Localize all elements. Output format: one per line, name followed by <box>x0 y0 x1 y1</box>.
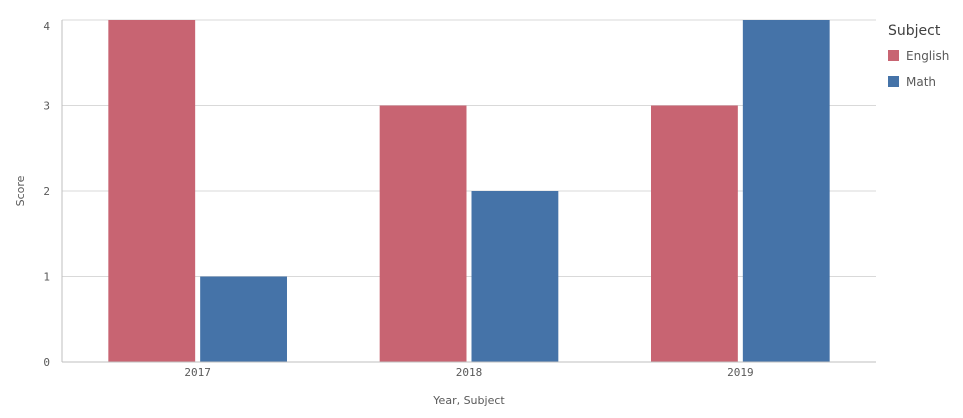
bar-english-2019[interactable] <box>651 105 738 363</box>
bar-english-2018[interactable] <box>379 105 467 363</box>
y-tick-label: 2 <box>43 185 50 198</box>
bar-english-2017[interactable] <box>108 20 196 362</box>
x-tick-label: 2018 <box>456 366 483 379</box>
y-tick-labels: 0 1 2 3 4 <box>43 20 50 369</box>
x-axis-title: Year, Subject <box>432 394 505 407</box>
x-tick-label: 2019 <box>727 366 754 379</box>
legend-swatch-english <box>888 50 899 61</box>
gridlines <box>62 19 876 277</box>
legend-items: English Math <box>888 49 949 89</box>
legend[interactable]: Subject English Math <box>888 23 949 89</box>
x-tick-label: 2017 <box>184 366 211 379</box>
bar-math-2018[interactable] <box>471 191 559 362</box>
legend-swatch-math <box>888 76 899 87</box>
legend-label-english[interactable]: English <box>906 49 949 63</box>
y-tick-label: 0 <box>43 356 50 369</box>
bars <box>108 20 830 363</box>
bar-math-2019[interactable] <box>742 20 830 362</box>
bar-math-2017[interactable] <box>200 276 287 363</box>
x-tick-labels: 2017 2018 2019 <box>184 366 753 379</box>
y-axis-title: Score <box>14 175 27 206</box>
legend-label-math[interactable]: Math <box>906 75 936 89</box>
legend-title: Subject <box>888 23 941 39</box>
y-tick-label: 1 <box>43 271 50 284</box>
y-tick-label: 3 <box>43 100 50 113</box>
y-tick-label: 4 <box>43 20 50 33</box>
